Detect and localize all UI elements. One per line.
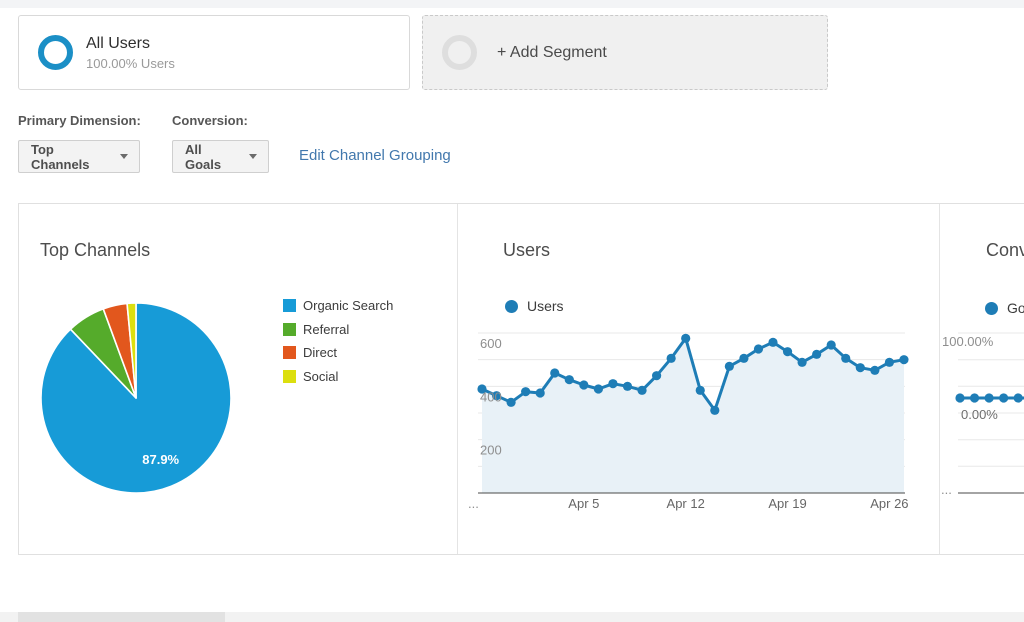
primary-dimension-dropdown[interactable]: Top Channels bbox=[18, 140, 140, 173]
chart-data-point bbox=[841, 353, 851, 363]
pie-legend-item: Direct bbox=[283, 341, 393, 365]
pie-legend-label: Direct bbox=[303, 345, 337, 361]
chart-data-point bbox=[666, 353, 676, 363]
conversions-legend-dot-icon bbox=[985, 301, 998, 315]
chart-data-point bbox=[955, 393, 965, 403]
chart-data-point bbox=[477, 384, 487, 394]
chart-data-point bbox=[884, 357, 894, 367]
panel-divider bbox=[457, 204, 458, 554]
chart-ytick-label: 600 bbox=[480, 336, 502, 351]
add-segment-button[interactable]: + Add Segment bbox=[422, 15, 828, 90]
chart-data-point bbox=[899, 355, 909, 365]
primary-dimension-value: Top Channels bbox=[31, 141, 90, 172]
users-legend-label: Users bbox=[527, 298, 564, 314]
chart-data-point bbox=[855, 363, 865, 373]
pie-legend-swatch-icon bbox=[283, 322, 296, 336]
chart-data-point bbox=[608, 379, 618, 389]
horizontal-scrollbar-thumb[interactable] bbox=[18, 612, 225, 622]
chart-data-point bbox=[652, 371, 662, 381]
chart-xtick-label: Apr 26 bbox=[870, 496, 908, 511]
primary-dimension-label: Primary Dimension: bbox=[18, 113, 141, 128]
chart-ytick-label: 400 bbox=[480, 389, 502, 404]
chart-data-point bbox=[1013, 393, 1023, 403]
add-segment-circle-icon bbox=[442, 35, 477, 70]
users-panel-title: Users bbox=[503, 240, 551, 260]
conversions-panel-title: Conv bbox=[986, 240, 1024, 260]
conversions-legend-label: Go bbox=[1007, 300, 1024, 316]
chart-xtick-label: Apr 5 bbox=[568, 496, 599, 511]
chart-area-fill bbox=[482, 338, 904, 493]
pie-data-label: 87.9% bbox=[142, 452, 179, 467]
chart-data-point bbox=[724, 361, 734, 371]
chart-data-point bbox=[768, 337, 778, 347]
chart-data-point bbox=[695, 385, 705, 395]
segment-title: All Users bbox=[86, 34, 151, 52]
conversions-legend: Go bbox=[985, 300, 1024, 316]
chart-data-point bbox=[491, 391, 502, 401]
edit-channel-grouping-link[interactable]: Edit Channel Grouping bbox=[299, 147, 451, 164]
chart-data-point bbox=[812, 349, 822, 359]
conversions-ytick-0: 0.00% bbox=[961, 407, 998, 422]
chart-data-point bbox=[797, 357, 807, 367]
users-legend-dot-icon bbox=[505, 299, 518, 313]
segment-subtitle: 100.00% Users bbox=[86, 55, 175, 71]
conversions-ytick-100: 100.00% bbox=[942, 334, 994, 349]
chart-data-point bbox=[564, 375, 574, 385]
pie-legend-label: Social bbox=[303, 368, 339, 384]
conversion-label: Conversion: bbox=[172, 113, 248, 128]
chart-data-point bbox=[984, 393, 994, 403]
segment-circle-icon bbox=[38, 35, 73, 70]
pie-legend-item: Social bbox=[283, 365, 393, 389]
panel-divider bbox=[939, 204, 940, 554]
conversion-value: All Goals bbox=[185, 141, 222, 172]
chart-data-point bbox=[739, 353, 749, 363]
pie-legend-item: Referral bbox=[283, 318, 393, 342]
chart-data-point bbox=[550, 368, 560, 378]
chart-data-point bbox=[506, 397, 516, 407]
pie-legend-label: Organic Search bbox=[303, 298, 394, 314]
chart-xtick-label: ... bbox=[468, 496, 479, 511]
add-segment-label: + Add Segment bbox=[497, 43, 607, 61]
chart-data-point bbox=[521, 387, 531, 397]
chart-data-point bbox=[579, 380, 589, 390]
chart-data-point bbox=[681, 333, 691, 343]
top-channels-pie-chart: 87.9% bbox=[40, 302, 232, 494]
horizontal-scrollbar-track bbox=[0, 612, 1024, 622]
segment-all-users[interactable]: All Users 100.00% Users bbox=[18, 15, 410, 90]
conversion-dropdown[interactable]: All Goals bbox=[172, 140, 269, 173]
pie-legend-item: Organic Search bbox=[283, 294, 393, 318]
chart-data-point bbox=[826, 340, 836, 350]
chevron-down-icon bbox=[249, 154, 257, 159]
top-channels-panel-title: Top Channels bbox=[40, 240, 151, 260]
chart-data-point bbox=[999, 393, 1009, 403]
chart-data-point bbox=[870, 365, 880, 375]
pie-legend-label: Referral bbox=[303, 321, 350, 337]
chart-xtick-label: Apr 12 bbox=[667, 496, 705, 511]
conversions-xtick-ellipsis: ... bbox=[941, 482, 952, 497]
pie-legend-swatch-icon bbox=[283, 369, 296, 383]
pie-legend-swatch-icon bbox=[283, 299, 296, 313]
top-divider bbox=[0, 0, 1024, 8]
chart-ytick-label: 200 bbox=[480, 443, 502, 458]
pie-legend: Organic Search Referral Direct Social bbox=[283, 294, 393, 388]
chart-data-point bbox=[782, 347, 793, 357]
users-line-chart: 600 400 200... Apr 5 Apr 12 Apr 19 Apr 26 bbox=[468, 332, 909, 511]
chevron-down-icon bbox=[120, 154, 128, 159]
pie-slice bbox=[126, 302, 137, 399]
chart-data-point bbox=[622, 381, 633, 391]
pie-legend-swatch-icon bbox=[283, 346, 296, 360]
chart-data-point bbox=[535, 388, 545, 398]
chart-xtick-label: Apr 19 bbox=[768, 496, 806, 511]
chart-data-point bbox=[710, 405, 720, 415]
chart-data-point bbox=[593, 384, 603, 394]
conversions-line-chart bbox=[955, 332, 1024, 494]
chart-data-point bbox=[969, 393, 980, 403]
users-legend: Users bbox=[505, 298, 564, 314]
chart-data-point bbox=[637, 385, 647, 395]
chart-data-point bbox=[753, 344, 764, 354]
